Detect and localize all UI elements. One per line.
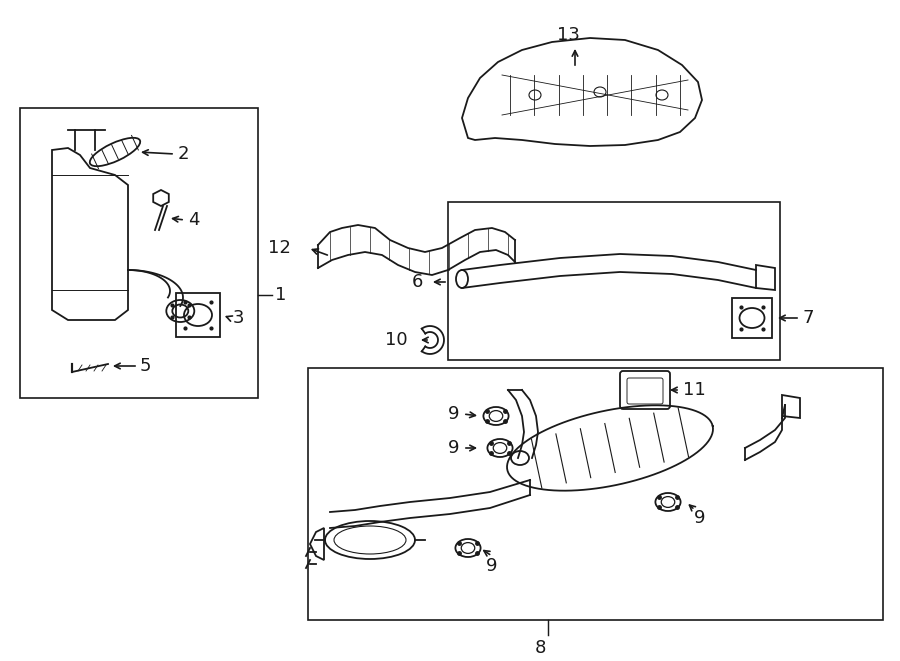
Bar (448, 202, 780, 360)
Text: 3: 3 (233, 309, 245, 327)
Text: 13: 13 (556, 26, 580, 44)
Text: 1: 1 (275, 286, 286, 304)
Bar (20, 108, 258, 398)
Text: 9: 9 (694, 509, 706, 527)
Text: 12: 12 (268, 239, 291, 257)
Text: 10: 10 (385, 331, 408, 349)
Text: 2: 2 (178, 145, 190, 163)
Text: 4: 4 (188, 211, 200, 229)
Text: 6: 6 (412, 273, 423, 291)
Text: 9: 9 (486, 557, 498, 575)
Text: 11: 11 (683, 381, 706, 399)
Text: 9: 9 (448, 439, 460, 457)
Text: 8: 8 (535, 639, 545, 657)
Bar (308, 368, 883, 620)
Text: 5: 5 (140, 357, 151, 375)
Text: 7: 7 (803, 309, 815, 327)
Text: 9: 9 (448, 405, 460, 423)
